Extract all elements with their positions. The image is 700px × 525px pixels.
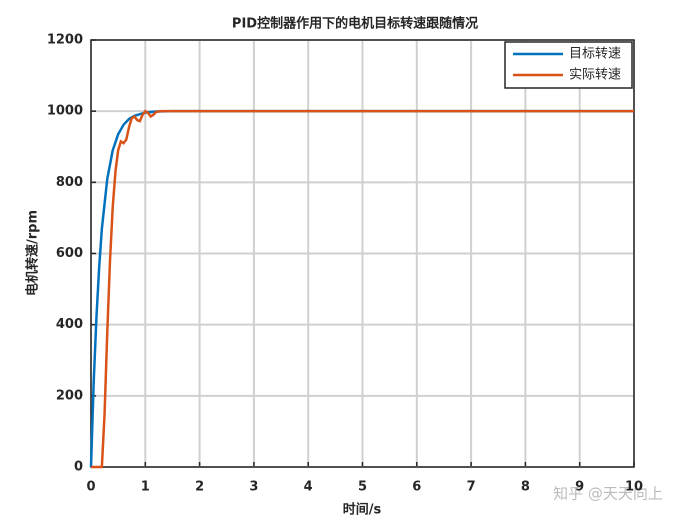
x-tick-label: 5 — [358, 480, 367, 495]
y-axis-label: 电机转速/rpm — [25, 210, 41, 296]
x-tick-label: 1 — [141, 480, 150, 495]
y-tick-label: 200 — [56, 388, 83, 403]
x-tick-label: 0 — [86, 480, 95, 495]
y-tick-label: 800 — [56, 175, 83, 190]
y-tick-label: 1200 — [47, 33, 83, 48]
x-tick-label: 3 — [249, 480, 258, 495]
y-tick-label: 1000 — [47, 104, 83, 119]
line — [91, 109, 634, 469]
y-tick-label: 400 — [56, 317, 83, 332]
x-tick-label: 6 — [412, 480, 421, 495]
y-tick-label: 0 — [74, 460, 83, 475]
x-tick-label: 8 — [521, 480, 530, 495]
watermark: 知乎 @天天向上 — [553, 485, 663, 503]
x-tick-label: 2 — [195, 480, 204, 495]
legend-label: 实际转速 — [569, 68, 621, 83]
chart-title: PID控制器作用下的电机目标转速跟随情况 — [232, 16, 478, 32]
x-tick-label: 7 — [467, 480, 476, 495]
axes-box — [90, 39, 635, 468]
x-axis-label: 时间/s — [343, 502, 382, 518]
y-tick-label: 600 — [56, 246, 83, 261]
x-tick-label: 4 — [304, 480, 313, 495]
x-tick-label: 10 — [625, 480, 643, 495]
x-tick-label: 9 — [575, 480, 584, 495]
legend — [504, 41, 633, 89]
legend-label: 目标转速 — [569, 47, 621, 62]
